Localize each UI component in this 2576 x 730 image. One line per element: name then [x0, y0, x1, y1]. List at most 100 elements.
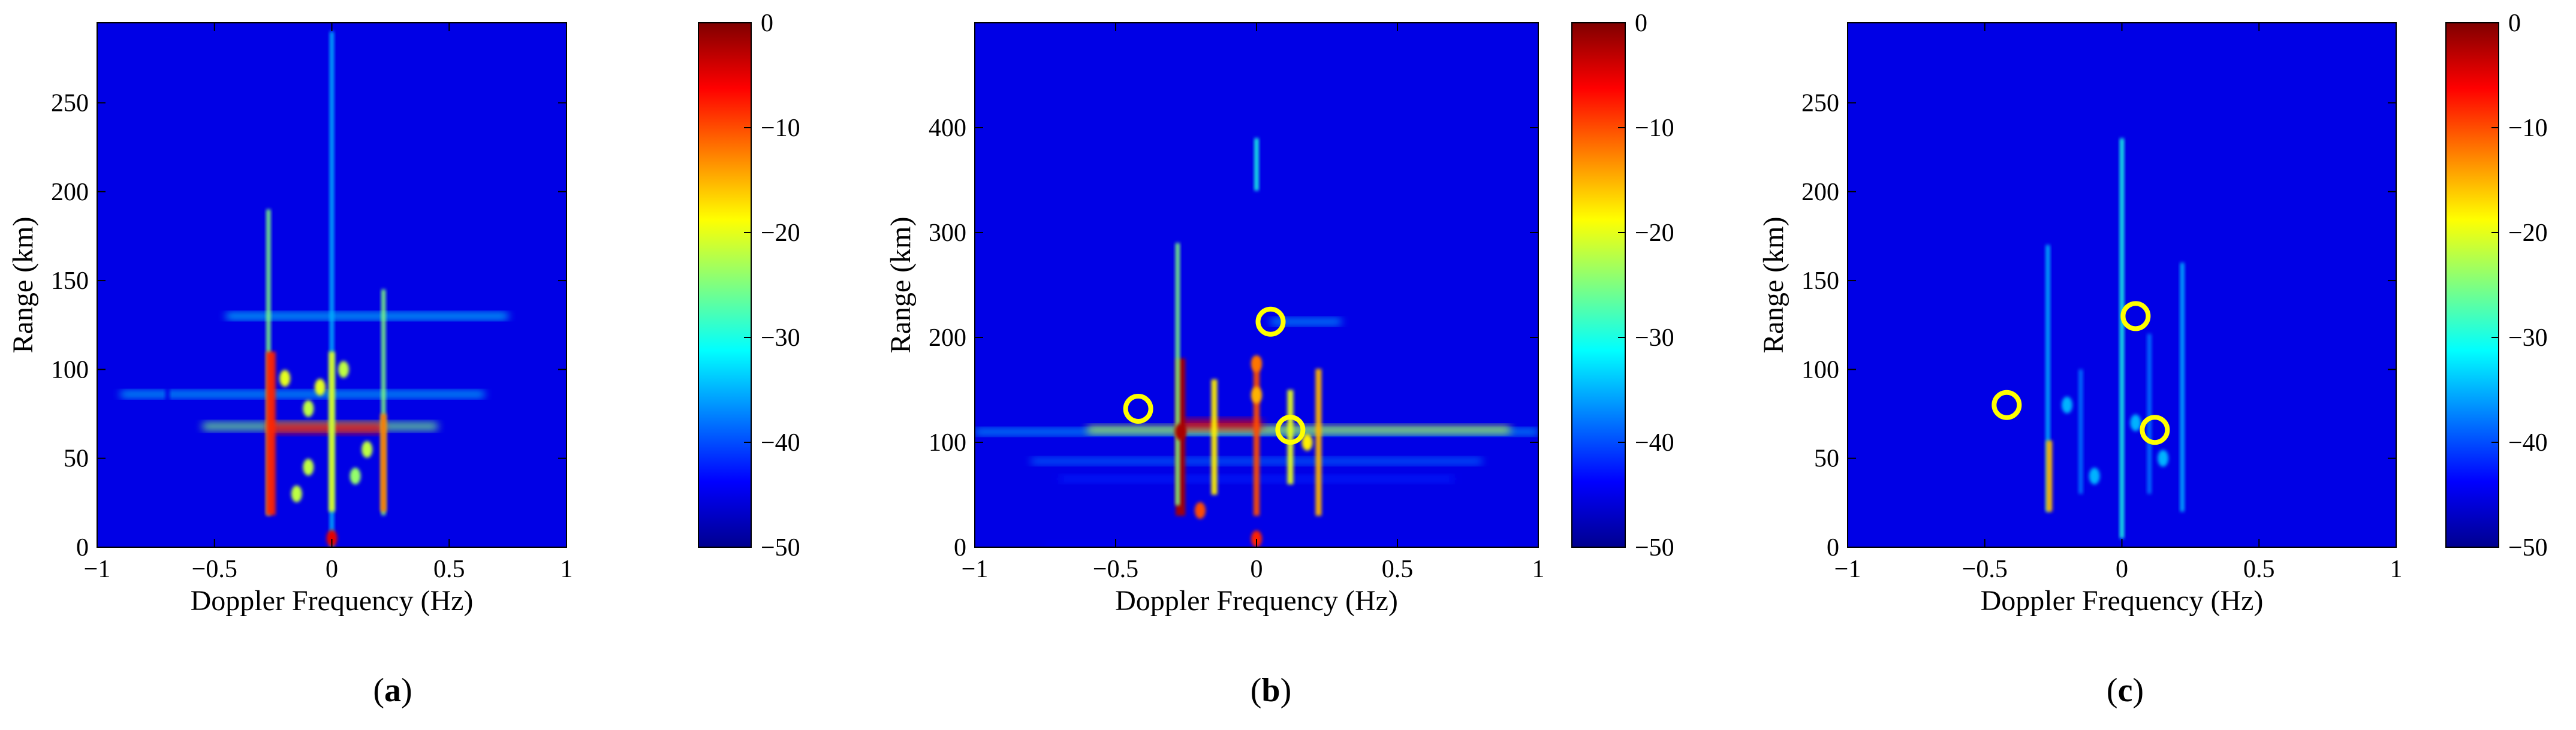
panel-label: (b)	[1251, 672, 1291, 709]
heatmap-hband	[1270, 319, 1341, 325]
x-tick-label: 0.5	[1382, 556, 1414, 583]
y-tick-label: 0	[1827, 534, 1839, 562]
y-tick-label: 200	[929, 324, 966, 352]
colorbar-tick-label: −30	[761, 324, 800, 352]
colorbar-tick-label: −40	[1635, 429, 1674, 457]
y-axis-label: Range (km)	[7, 217, 39, 354]
y-tick-label: 50	[64, 445, 89, 473]
x-tick-label: 0.5	[433, 556, 465, 583]
colorbar-tick-label: −20	[2508, 219, 2548, 247]
heatmap-blob	[326, 530, 338, 547]
y-tick-label: 250	[51, 89, 89, 117]
panel-letter: c	[2118, 672, 2133, 709]
target-circle	[2120, 301, 2151, 331]
y-axis-label: Range (km)	[1758, 217, 1789, 354]
x-tick-label: −1	[1834, 556, 1861, 583]
heatmap-layer	[2045, 138, 2185, 539]
x-tick-label: 1	[561, 556, 573, 583]
y-tick-label: 50	[1814, 445, 1839, 473]
y-tick-label: 200	[51, 179, 89, 206]
colorbar-tick-label: −30	[1635, 324, 1674, 352]
heatmap-blob	[1175, 423, 1186, 441]
heatmap-hband	[1045, 542, 1510, 547]
y-tick-label: 250	[1801, 89, 1839, 117]
heatmap-blob	[1251, 355, 1262, 372]
colorbar-tick-label: −40	[761, 429, 800, 457]
heatmap-blob	[1251, 387, 1262, 404]
heatmap-blob	[2062, 396, 2072, 414]
colorbar-tick-label: −10	[1635, 114, 1674, 142]
x-tick-label: −0.5	[1093, 556, 1138, 583]
heatmap-blob	[1195, 502, 1206, 519]
colorbar-tick-label: 0	[761, 10, 773, 37]
y-tick-label: 400	[929, 114, 966, 142]
colorbar	[698, 22, 752, 548]
heatmap-vband	[2120, 138, 2124, 539]
heatmap-vband	[2180, 263, 2185, 512]
colorbar	[1571, 22, 1626, 548]
heatmap-blob	[2089, 467, 2100, 485]
y-tick-label: 200	[1801, 179, 1839, 206]
x-axis-label: Doppler Frequency (Hz)	[1981, 585, 2264, 617]
panel-letter: b	[1261, 672, 1280, 709]
heatmap-vband	[330, 31, 334, 547]
heatmap-vband	[1254, 138, 1259, 191]
target-circle	[1991, 390, 2022, 420]
heatmap-layer	[975, 138, 1538, 547]
heatmap-hband	[1087, 426, 1510, 433]
heatmap-vband	[380, 414, 387, 512]
x-tick-label: 1	[1532, 556, 1545, 583]
colorbar-tick-label: 0	[2508, 10, 2521, 37]
panel-label: (a)	[373, 672, 412, 709]
x-tick-label: 0	[326, 556, 338, 583]
heatmap-blob	[303, 458, 314, 476]
colorbar-tick-label: −10	[761, 114, 800, 142]
panel-letter: a	[384, 672, 401, 709]
heatmap-blob	[303, 400, 314, 417]
heatmap-vband	[2078, 369, 2083, 494]
y-tick-label: 100	[929, 429, 966, 457]
heatmap-blob	[338, 361, 350, 378]
target-circle	[1123, 394, 1153, 424]
panel-b: −1 −0.5 0 0.5 1 0 100 200 300 400 Doppler Frequenc…	[885, 10, 1674, 709]
heatmap-vband	[1211, 379, 1218, 495]
heatmap-vband	[2147, 334, 2152, 494]
y-tick-label: 100	[51, 356, 89, 384]
x-tick-label: −1	[962, 556, 989, 583]
heatmap-blob	[2158, 450, 2169, 467]
y-tick-label: 100	[1801, 356, 1839, 384]
heatmap-hband	[120, 391, 484, 397]
x-tick-label: −0.5	[1962, 556, 2008, 583]
heatmap-vband	[329, 351, 335, 512]
heatmap-vband	[2045, 245, 2050, 512]
y-axis-label: Range (km)	[885, 217, 917, 354]
heatmap-vband	[1175, 243, 1180, 505]
colorbar-tick-label: −40	[2508, 429, 2548, 457]
target-circle	[1275, 415, 1306, 445]
x-tick-label: −1	[84, 556, 111, 583]
heatmap-vband	[1254, 358, 1260, 516]
heatmap-vband	[266, 351, 276, 515]
heatmap-vband	[165, 40, 170, 547]
x-tick-label: 1	[2390, 556, 2403, 583]
panel-a: −1 −0.5 0 0.5 1 0 50 100 150 200 250 Doppler Freque…	[7, 10, 800, 709]
colorbar-tick-label: −10	[2508, 114, 2548, 142]
colorbar-tick-label: −50	[2508, 534, 2548, 562]
x-axis-label: Doppler Frequency (Hz)	[1115, 585, 1398, 617]
heatmap-blob	[350, 467, 361, 485]
x-tick-label: −0.5	[192, 556, 237, 583]
panel-label: (c)	[2107, 672, 2144, 709]
x-tick-label: 0	[1251, 556, 1263, 583]
panel-c: −1 −0.5 0 0.5 1 0 50 100 150 200 250 Doppler Freque…	[1758, 10, 2548, 709]
heatmap-blob	[2130, 414, 2141, 432]
y-tick-label: 300	[929, 219, 966, 247]
colorbar-tick-label: −20	[761, 219, 800, 247]
colorbar-tick-label: −50	[1635, 534, 1674, 562]
heatmap-blob	[279, 370, 291, 387]
target-circle	[2140, 415, 2170, 445]
x-axis-label: Doppler Frequency (Hz)	[191, 585, 474, 617]
heatmap-hband	[226, 313, 508, 319]
x-tick-label: 0.5	[2243, 556, 2275, 583]
heatmap-vband	[2046, 441, 2053, 512]
